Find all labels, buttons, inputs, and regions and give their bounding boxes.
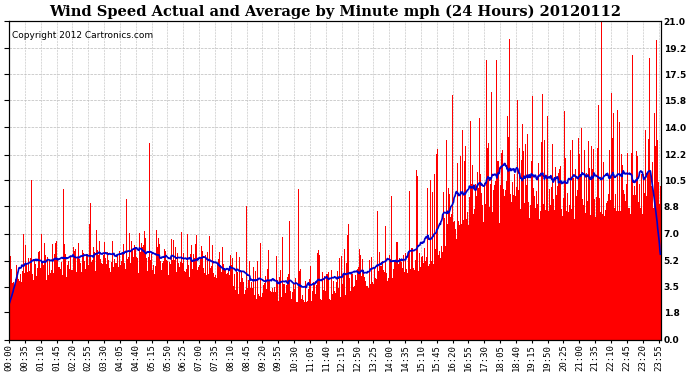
Title: Wind Speed Actual and Average by Minute mph (24 Hours) 20120112: Wind Speed Actual and Average by Minute … bbox=[49, 4, 621, 18]
Text: Copyright 2012 Cartronics.com: Copyright 2012 Cartronics.com bbox=[12, 31, 153, 40]
